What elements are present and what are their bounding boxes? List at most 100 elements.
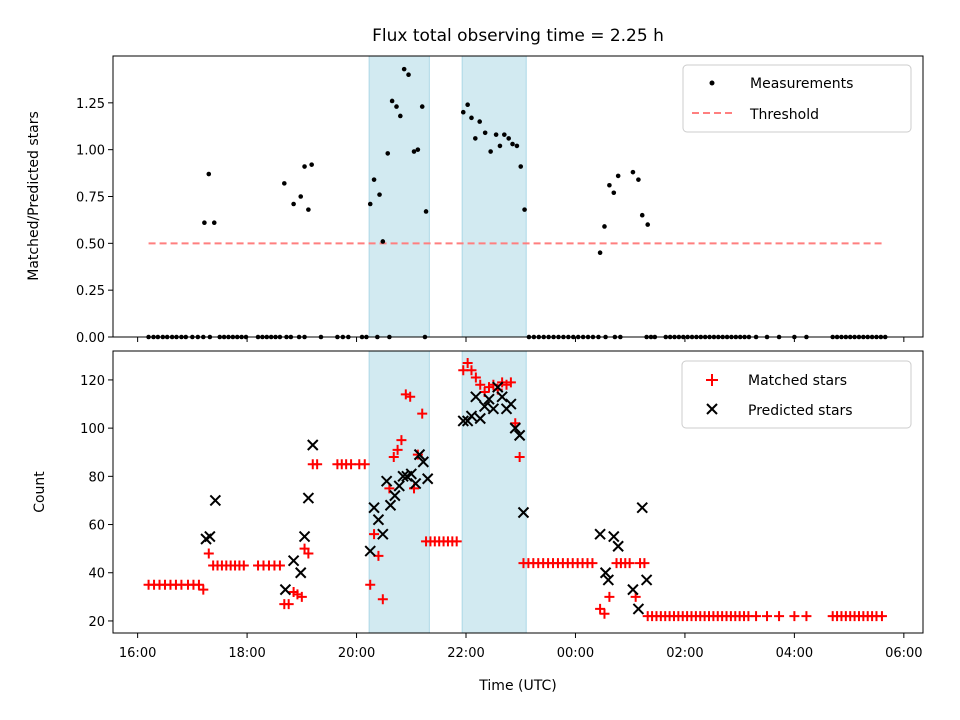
predicted-star-marker	[505, 398, 517, 410]
matched-star-marker	[369, 529, 380, 540]
top-shaded-intervals	[368, 55, 527, 338]
bottom-y-tick-label: 20	[88, 615, 105, 630]
predicted-star-marker	[599, 567, 612, 579]
measurement-point	[460, 109, 466, 115]
predicted-star-marker	[204, 530, 216, 543]
predicted-star-marker	[474, 412, 486, 425]
matched-star-marker	[462, 358, 473, 369]
measurement-point	[514, 143, 520, 149]
matched-star-marker	[876, 611, 887, 622]
top-axes-frame	[112, 55, 924, 338]
bottom-x-tick-label: 00:00	[557, 646, 594, 661]
shaded-interval-1	[461, 55, 527, 338]
measurement-point	[465, 102, 470, 108]
matched-star-marker	[412, 449, 423, 460]
matched-star-marker	[639, 558, 650, 569]
measurement-point	[385, 151, 391, 156]
bottom-x-tick-label: 18:00	[228, 646, 265, 661]
top-y-tick-label: 0.00	[76, 331, 105, 346]
measurement-point	[493, 132, 499, 137]
matched-star-marker	[599, 608, 610, 619]
shaded-interval-1	[461, 350, 527, 634]
bottom-x-tick-label: 04:00	[776, 646, 813, 661]
matched-star-marker	[789, 611, 800, 622]
predicted-star-marker	[397, 470, 409, 483]
measurement-point	[502, 132, 507, 137]
matched-star-marker	[238, 560, 249, 571]
measurement-point	[477, 119, 482, 124]
predicted-star-marker	[640, 574, 653, 586]
predicted-star-marker	[421, 473, 434, 485]
top-legend: Measurements Threshold	[682, 64, 912, 133]
matched-star-marker	[475, 379, 486, 390]
matched-star-marker	[193, 579, 204, 590]
measurement-point	[469, 115, 474, 121]
predicted-star-marker	[509, 422, 521, 434]
measurement-point	[639, 212, 645, 218]
measurement-point	[377, 192, 382, 197]
bottom-x-tick-label: 20:00	[338, 646, 375, 661]
measurement-point	[607, 182, 612, 188]
measurement-point	[309, 162, 314, 167]
bottom-axes-frame	[112, 350, 924, 634]
predicted-stars-points	[200, 381, 653, 615]
measurement-point	[380, 239, 386, 244]
predicted-star-marker	[517, 506, 530, 519]
predicted-star-marker	[384, 499, 397, 511]
bottom-legend-box	[681, 360, 912, 429]
bottom-y-tick-label: 40	[88, 567, 105, 582]
measurement-point	[497, 143, 503, 149]
predicted-star-marker	[372, 514, 385, 526]
matched-star-marker	[595, 603, 606, 614]
bottom-legend: Matched stars Predicted stars	[681, 360, 912, 429]
predicted-star-marker	[409, 477, 422, 490]
top-y-tick-label: 1.00	[76, 144, 105, 159]
predicted-star-marker	[632, 603, 645, 615]
measurement-point	[615, 173, 621, 179]
legend-matched-marker	[706, 374, 718, 386]
measurement-point	[398, 113, 403, 119]
legend-predicted-label: Predicted stars	[748, 403, 853, 419]
top-y-tick-label: 1.25	[76, 97, 105, 112]
measurement-point	[415, 147, 421, 152]
predicted-star-marker	[209, 494, 222, 507]
measurement-point	[597, 250, 603, 255]
measurement-point	[298, 194, 304, 199]
bottom-axes: 20 40 60 80 100 120 16:00 18:00 20:00 22:00 00:00…	[32, 350, 924, 694]
shaded-interval-0	[368, 55, 430, 338]
predicted-star-marker	[487, 403, 500, 415]
predicted-star-marker	[602, 574, 615, 586]
measurement-point	[488, 149, 493, 154]
figure-title: Flux total observing time = 2.25 h	[372, 26, 664, 46]
measurement-point	[473, 136, 478, 141]
predicted-star-marker	[389, 489, 401, 502]
matched-star-marker	[359, 459, 370, 470]
matched-star-marker	[396, 435, 407, 446]
bottom-shaded-intervals	[368, 350, 527, 634]
measurement-point	[406, 72, 411, 78]
measurement-point	[202, 220, 207, 226]
bottom-x-ticks: 16:00 18:00 20:00 22:00 00:00 02:00 04:00 06:00	[119, 633, 923, 661]
predicted-star-marker	[380, 475, 393, 487]
bottom-y-tick-label: 60	[88, 519, 105, 534]
bottom-x-tick-label: 16:00	[119, 646, 156, 661]
matched-star-marker	[312, 459, 323, 470]
predicted-star-marker	[594, 528, 606, 540]
legend-measurements-marker	[709, 80, 715, 86]
measurement-point	[518, 164, 524, 169]
matched-star-marker	[801, 611, 812, 622]
predicted-star-marker	[483, 393, 495, 405]
predicted-star-marker	[417, 456, 430, 468]
measurement-point	[291, 201, 296, 207]
matched-star-marker	[466, 365, 477, 376]
legend-measurements-label: Measurements	[750, 76, 853, 92]
measurement-point	[630, 169, 636, 175]
predicted-star-marker	[364, 545, 376, 557]
predicted-star-marker	[496, 391, 508, 403]
measurement-point	[510, 141, 515, 147]
matched-star-marker	[762, 611, 773, 622]
measurement-point	[206, 171, 212, 177]
predicted-star-marker	[636, 501, 648, 514]
matched-star-marker	[203, 548, 214, 559]
top-x-ticks	[137, 337, 905, 342]
